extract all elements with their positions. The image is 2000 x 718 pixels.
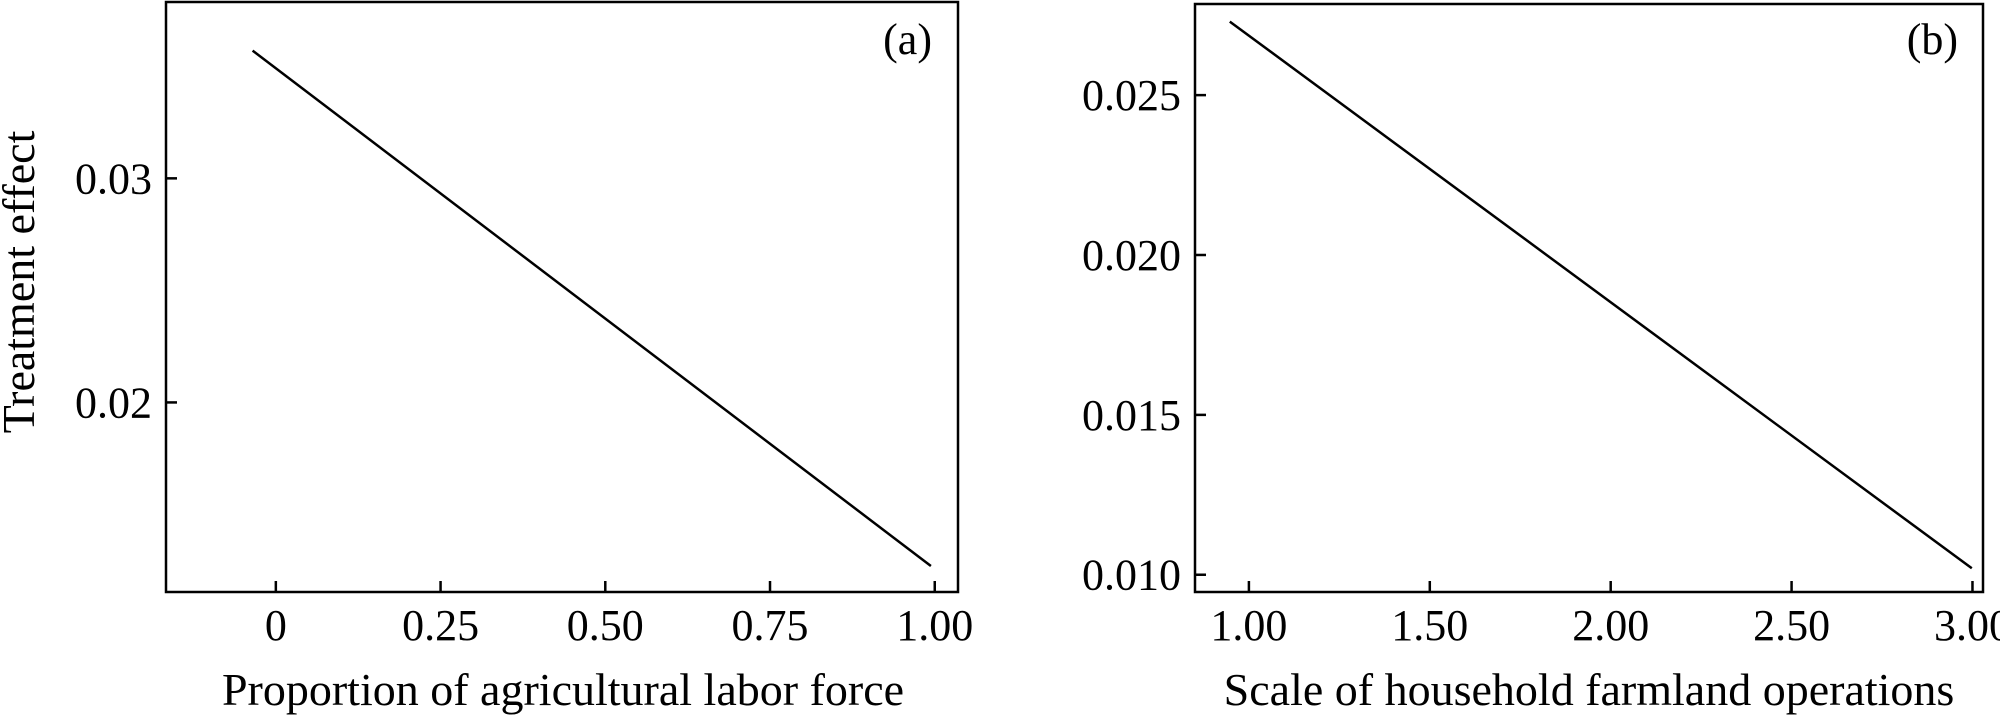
shared-y-axis-label: Treatment effect: [0, 130, 44, 433]
x-tick-label-a-1: 0.25: [402, 601, 479, 650]
x-axis-label-a: Proportion of agricultural labor force: [222, 664, 904, 715]
x-axis-label-b: Scale of household farmland operations: [1224, 664, 1955, 715]
y-tick-label-b-3: 0.025: [1082, 71, 1181, 120]
series-line-a-0: [251, 49, 932, 567]
plot-frame-b: [1193, 2, 1985, 594]
x-tick-label-a-0: 0: [265, 601, 287, 650]
x-tick-label-a-3: 0.75: [732, 601, 809, 650]
x-tick-label-a-4: 1.00: [896, 601, 973, 650]
x-tick-label-a-2: 0.50: [567, 601, 644, 650]
y-tick-label-b-1: 0.015: [1082, 391, 1181, 440]
x-tick-label-b-2: 2.00: [1572, 601, 1649, 650]
x-tick-label-b-0: 1.00: [1210, 601, 1287, 650]
plot-frame-a: [164, 0, 960, 594]
x-tick-label-b-4: 3.00: [1934, 601, 2000, 650]
chart-panel-b: (b) Scale of household farmland operatio…: [1082, 2, 2000, 715]
y-tick-label-a-0: 0.02: [75, 378, 152, 427]
y-tick-label-b-0: 0.010: [1082, 551, 1181, 600]
series-line-b-0: [1229, 20, 1973, 570]
panel-label-a: (a): [883, 15, 932, 64]
panel-label-b: (b): [1907, 15, 1958, 64]
chart-panel-a: (a) Proportion of agricultural labor for…: [75, 0, 973, 715]
x-tick-label-b-1: 1.50: [1391, 601, 1468, 650]
y-tick-label-b-2: 0.020: [1082, 231, 1181, 280]
y-tick-label-a-1: 0.03: [75, 154, 152, 203]
x-tick-label-b-3: 2.50: [1753, 601, 1830, 650]
